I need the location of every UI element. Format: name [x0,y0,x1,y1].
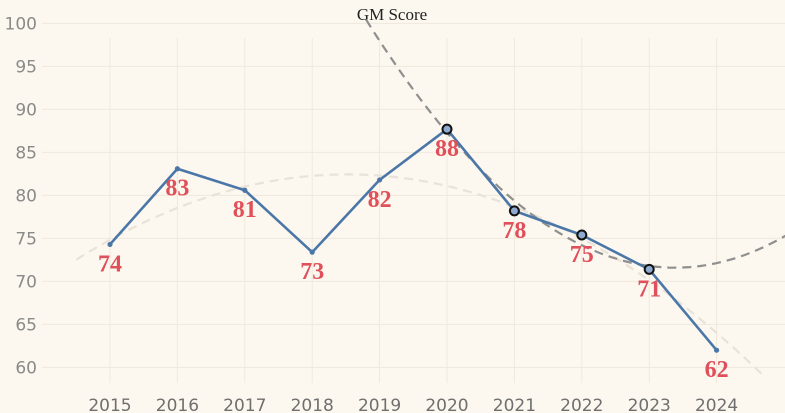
data-point [714,347,720,353]
y-tick-label: 85 [15,143,37,163]
x-axis-ticks: 2015 2016 2017 2018 2019 2020 2021 2022 2023 2024 [88,396,738,413]
x-tick-label: 2024 [695,396,738,413]
x-tick-label: 2021 [493,396,536,413]
data-label: 71 [637,276,661,302]
data-label: 83 [165,176,189,202]
data-point [107,241,113,248]
y-tick-label: 95 [15,57,37,77]
data-point [174,166,180,172]
data-point [242,187,248,193]
gridlines [42,22,785,383]
y-tick-label: 80 [15,186,37,206]
chart-title: GM Score [357,5,427,24]
x-tick-label: 2017 [223,396,266,413]
x-tick-label: 2019 [358,396,401,413]
trend-line [75,173,765,377]
y-tick-label: 65 [15,315,37,335]
x-tick-label: 2018 [291,396,334,413]
y-axis-ticks: 60 65 70 75 80 85 90 95 100 [5,14,37,378]
x-tick-label: 2015 [88,396,131,413]
data-label: 62 [705,357,729,383]
data-point-highlighted [576,229,588,241]
data-labels: 74 83 81 73 82 88 78 75 71 62 [98,136,729,383]
y-tick-label: 60 [15,358,37,378]
y-tick-label: 70 [15,272,37,292]
data-point-highlighted [643,263,655,275]
x-tick-label: 2020 [425,396,468,413]
data-label: 73 [300,259,324,285]
y-tick-label: 90 [15,100,37,120]
trend-line [365,19,785,269]
series-polyline [109,127,718,352]
x-tick-label: 2016 [156,396,199,413]
data-label: 88 [435,136,459,162]
data-point [377,177,383,183]
y-tick-label: 100 [5,14,37,34]
data-label: 82 [368,187,392,213]
data-label: 75 [570,242,594,268]
data-point-highlighted [441,123,453,135]
data-label: 81 [233,197,257,223]
data-point [309,249,315,255]
x-tick-label: 2023 [628,396,671,413]
data-label: 78 [502,218,526,244]
trend-lines [75,19,785,377]
series-line [107,123,720,353]
y-tick-label: 75 [15,229,37,249]
data-point-highlighted [508,205,520,217]
x-tick-label: 2022 [560,396,603,413]
data-label: 74 [98,251,122,277]
